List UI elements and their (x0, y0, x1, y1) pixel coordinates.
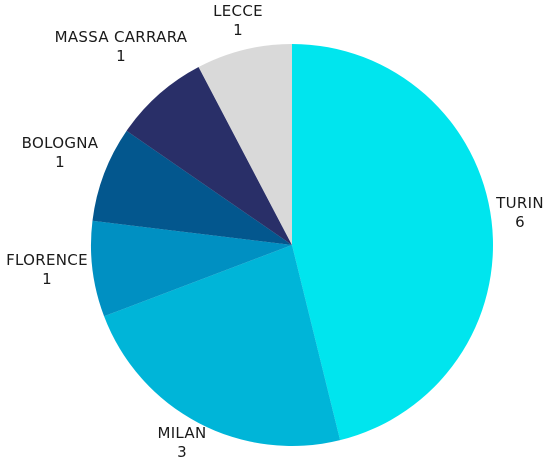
slice-label-name: BOLOGNA (22, 134, 99, 152)
slice-label-name: LECCE (213, 2, 263, 20)
pie-slice-bologna (92, 130, 292, 245)
slice-label-value: 1 (116, 47, 126, 65)
slice-label-name: MASSA CARRARA (55, 28, 188, 46)
slice-label-bologna: BOLOGNA 1 (22, 134, 99, 171)
slice-label-florence: FLORENCE 1 (6, 251, 88, 288)
slice-label-value: 3 (177, 443, 187, 461)
slice-label-value: 6 (515, 213, 525, 231)
slice-label-value: 1 (55, 153, 65, 171)
slice-label-lecce: LECCE 1 (213, 2, 263, 39)
pie-slice-milan (104, 245, 341, 447)
slice-label-turin: TURIN 6 (495, 194, 544, 231)
slice-label-value: 1 (42, 270, 52, 288)
slice-label-name: FLORENCE (6, 251, 88, 269)
slice-label-name: TURIN (495, 194, 544, 212)
pie-slice-massa-carrara (126, 67, 292, 246)
slice-label-massa-carrara: MASSA CARRARA 1 (55, 28, 188, 65)
pie-slices (91, 44, 494, 447)
pie-slice-florence (91, 220, 292, 317)
slice-label-value: 1 (233, 21, 243, 39)
pie-slice-turin (292, 44, 494, 441)
slice-label-milan: MILAN 3 (157, 424, 206, 461)
pie-slice-lecce (198, 44, 292, 245)
slice-label-name: MILAN (157, 424, 206, 442)
